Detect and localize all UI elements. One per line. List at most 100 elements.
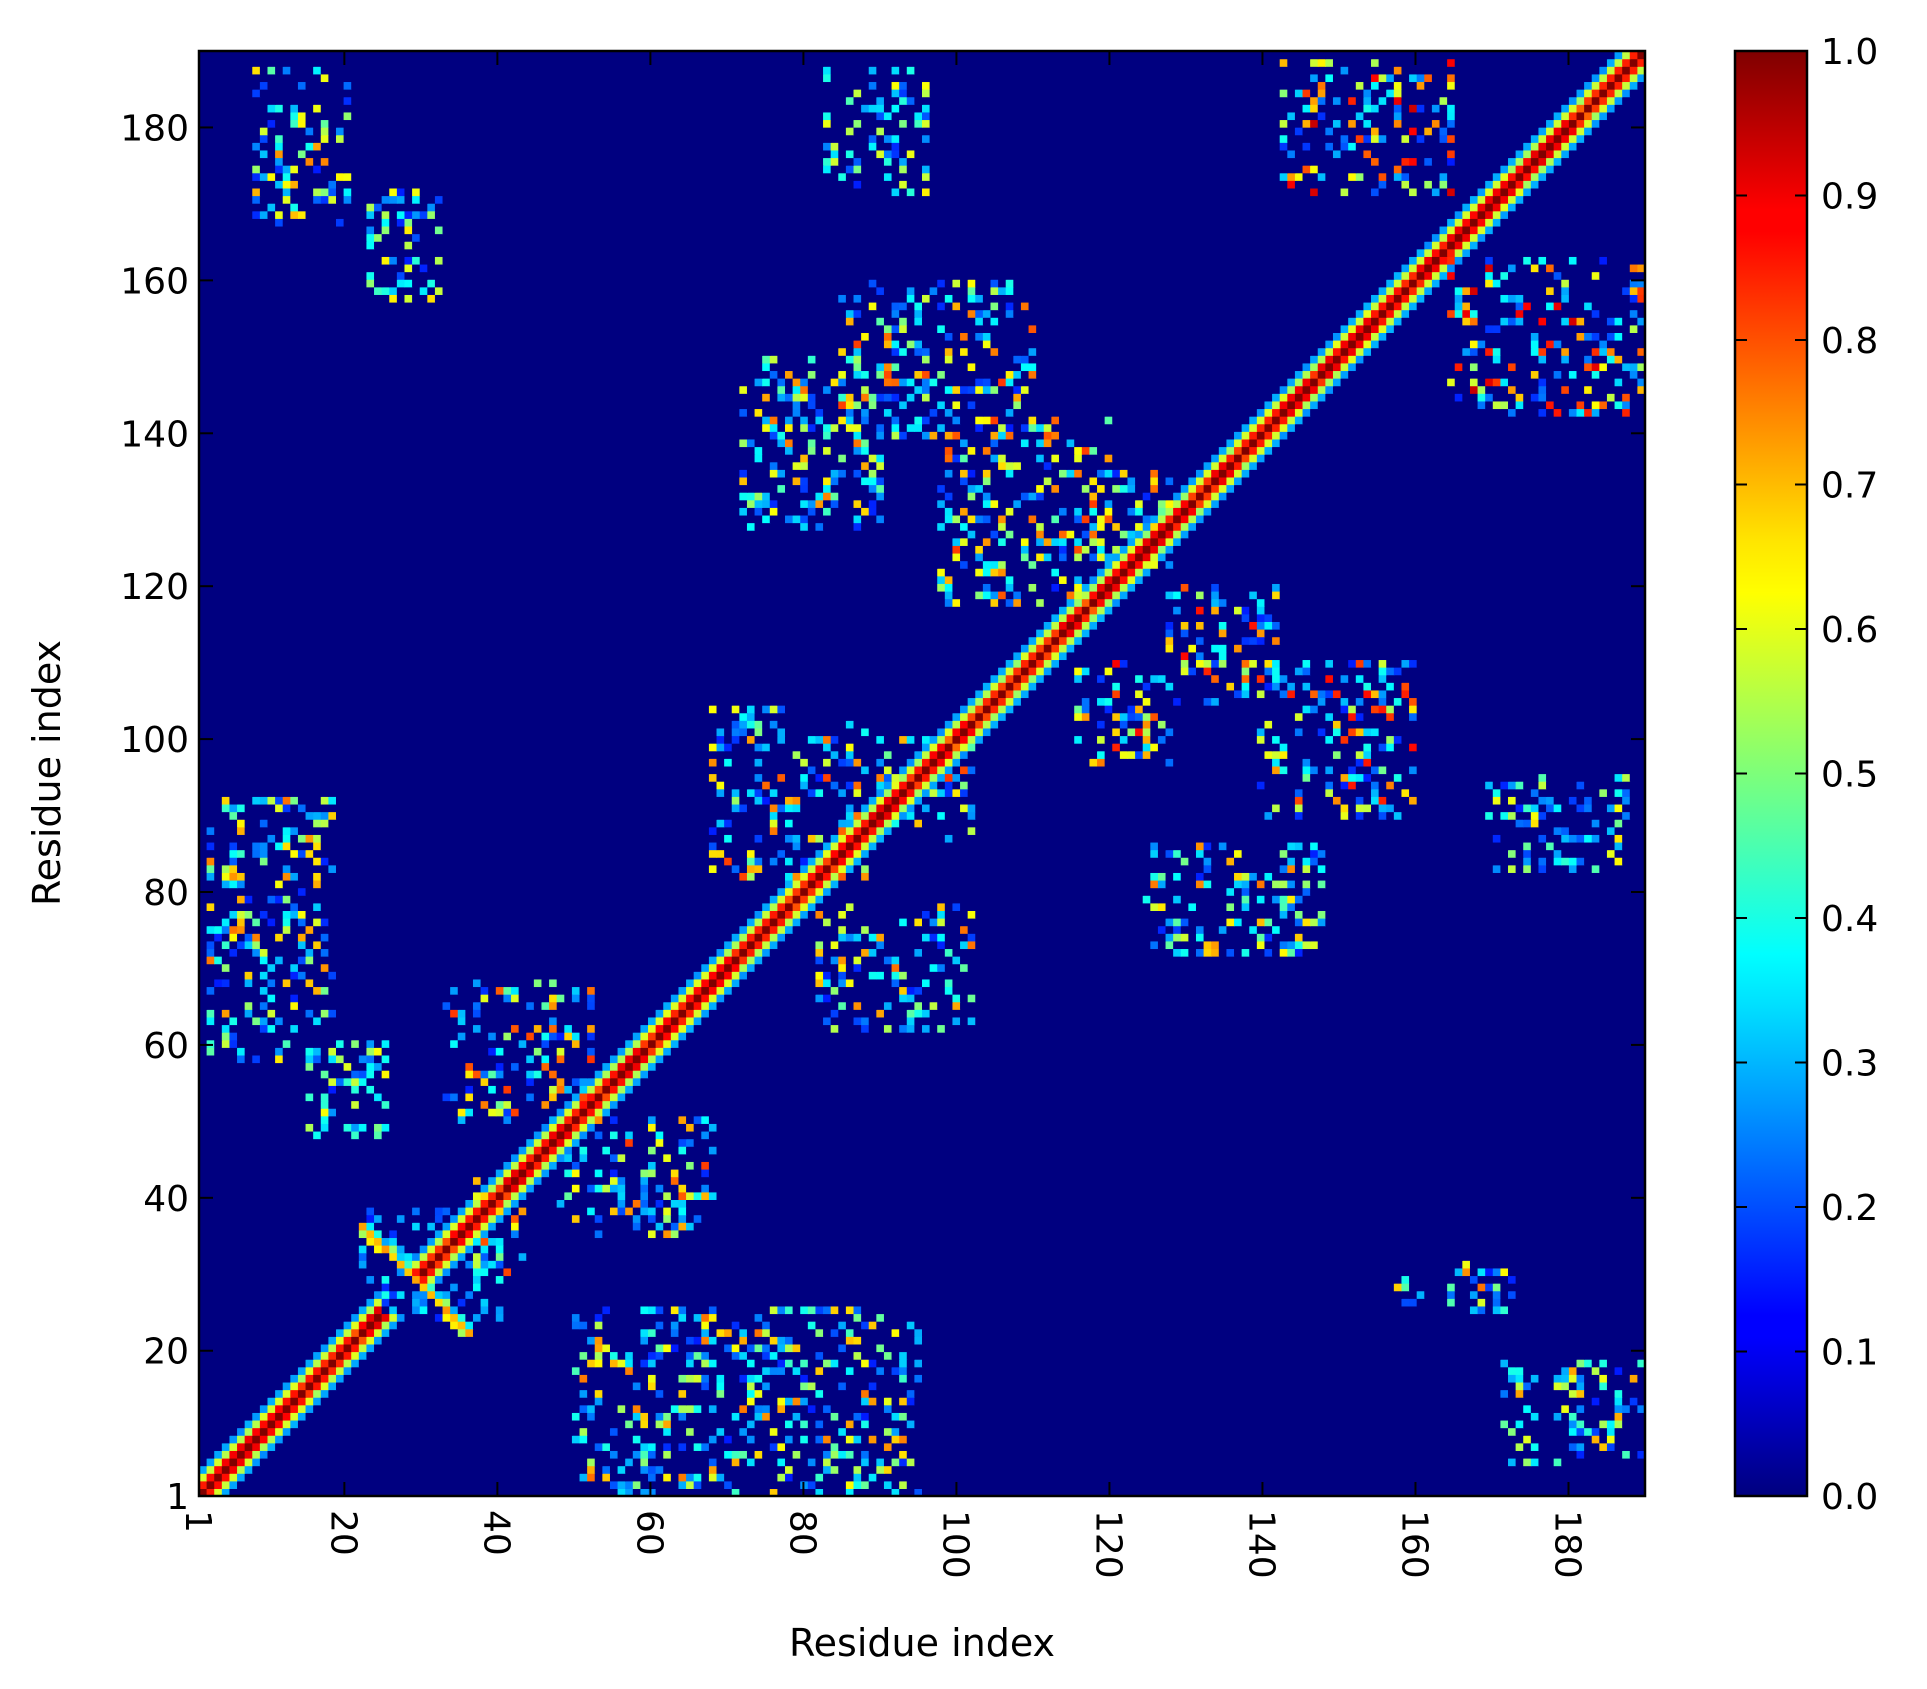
heatmap-cell xyxy=(998,1397,1006,1405)
heatmap-cell xyxy=(1089,1397,1097,1405)
heatmap-cell xyxy=(267,1367,275,1375)
heatmap-cell xyxy=(618,1412,626,1420)
heatmap-cell xyxy=(496,1412,504,1420)
heatmap-cell xyxy=(1607,1321,1615,1329)
heatmap-cell xyxy=(717,1329,725,1337)
heatmap-cell xyxy=(656,1466,664,1474)
heatmap-cell xyxy=(1013,1397,1021,1405)
heatmap-cell xyxy=(937,1405,945,1413)
heatmap-cell xyxy=(983,1420,991,1428)
heatmap-cell xyxy=(237,1336,245,1344)
heatmap-cell xyxy=(1615,1458,1623,1466)
heatmap-cell xyxy=(648,1481,656,1489)
heatmap-cell xyxy=(1538,1359,1546,1367)
heatmap-cell xyxy=(1295,1443,1303,1451)
heatmap-cell xyxy=(1348,1473,1356,1481)
heatmap-cell xyxy=(1401,1336,1409,1344)
heatmap-cell xyxy=(511,1481,519,1489)
heatmap-cell xyxy=(747,1428,755,1436)
heatmap-cell xyxy=(496,1367,504,1375)
heatmap-cell xyxy=(1500,1367,1508,1375)
heatmap-cell xyxy=(473,1458,481,1466)
heatmap-cell xyxy=(1089,1420,1097,1428)
heatmap-cell xyxy=(1440,1397,1448,1405)
heatmap-cell xyxy=(336,1435,344,1443)
heatmap-cell xyxy=(945,1352,953,1360)
heatmap-cell xyxy=(313,1352,321,1360)
heatmap-cell xyxy=(1325,1405,1333,1413)
heatmap-cell xyxy=(960,1405,968,1413)
heatmap-cell xyxy=(640,1397,648,1405)
heatmap-cell xyxy=(1622,1443,1630,1451)
heatmap-cell xyxy=(1394,1481,1402,1489)
heatmap-cell xyxy=(549,1435,557,1443)
heatmap-cell xyxy=(846,1466,854,1474)
heatmap-cell xyxy=(1166,1481,1174,1489)
heatmap-cell xyxy=(328,1321,336,1329)
heatmap-cell xyxy=(777,1481,785,1489)
heatmap-cell xyxy=(1401,1443,1409,1451)
heatmap-cell xyxy=(267,1344,275,1352)
heatmap-cell xyxy=(663,1443,671,1451)
heatmap-cell xyxy=(610,1420,618,1428)
heatmap-cell xyxy=(1196,1435,1204,1443)
heatmap-cell xyxy=(275,1443,283,1451)
heatmap-cell xyxy=(800,1443,808,1451)
heatmap-cell xyxy=(1432,1321,1440,1329)
heatmap-cell xyxy=(534,1412,542,1420)
heatmap-cell xyxy=(739,1382,747,1390)
heatmap-cell xyxy=(1516,1397,1524,1405)
heatmap-cell xyxy=(587,1481,595,1489)
heatmap-cell xyxy=(1097,1367,1105,1375)
heatmap-cell xyxy=(313,1397,321,1405)
heatmap-cell xyxy=(747,1352,755,1360)
heatmap-cell xyxy=(1219,1405,1227,1413)
heatmap-cell xyxy=(1531,1450,1539,1458)
heatmap-cell xyxy=(755,1321,763,1329)
heatmap-cell xyxy=(1051,1428,1059,1436)
heatmap-cell xyxy=(892,1458,900,1466)
heatmap-cell xyxy=(1630,1443,1638,1451)
heatmap-cell xyxy=(435,1374,443,1382)
heatmap-cell xyxy=(389,1329,397,1337)
heatmap-cell xyxy=(1295,1367,1303,1375)
heatmap-cell xyxy=(1280,1374,1288,1382)
heatmap-cell xyxy=(1424,1435,1432,1443)
heatmap-cell xyxy=(1394,1382,1402,1390)
heatmap-cell xyxy=(770,1435,778,1443)
heatmap-cell xyxy=(1401,1344,1409,1352)
heatmap-cell xyxy=(404,1412,412,1420)
heatmap-cell xyxy=(1242,1458,1250,1466)
heatmap-cell xyxy=(876,1481,884,1489)
heatmap-cell xyxy=(869,1420,877,1428)
heatmap-cell xyxy=(1143,1443,1151,1451)
heatmap-cell xyxy=(549,1428,557,1436)
heatmap-cell xyxy=(389,1344,397,1352)
heatmap-cell xyxy=(983,1458,991,1466)
heatmap-cell xyxy=(229,1329,237,1337)
heatmap-cell xyxy=(1584,1336,1592,1344)
heatmap-cell xyxy=(1523,1336,1531,1344)
heatmap-cell xyxy=(1303,1352,1311,1360)
heatmap-cell xyxy=(1112,1321,1120,1329)
heatmap-cell xyxy=(397,1473,405,1481)
heatmap-cell xyxy=(328,1450,336,1458)
heatmap-cell xyxy=(252,1321,260,1329)
heatmap-cells xyxy=(199,51,1646,1497)
heatmap-cell xyxy=(549,1466,557,1474)
heatmap-cell xyxy=(815,1473,823,1481)
heatmap-cell xyxy=(777,1374,785,1382)
heatmap-cell xyxy=(564,1397,572,1405)
heatmap-cell xyxy=(595,1329,603,1337)
heatmap-cell xyxy=(1127,1352,1135,1360)
heatmap-cell xyxy=(1272,1390,1280,1398)
heatmap-cell xyxy=(739,1344,747,1352)
heatmap-cell xyxy=(861,1329,869,1337)
heatmap-cell xyxy=(1219,1481,1227,1489)
heatmap-cell xyxy=(458,1382,466,1390)
heatmap-cell xyxy=(465,1344,473,1352)
heatmap-cell xyxy=(1249,1481,1257,1489)
heatmap-cell xyxy=(260,1450,268,1458)
heatmap-cell xyxy=(260,1412,268,1420)
heatmap-cell xyxy=(625,1397,633,1405)
